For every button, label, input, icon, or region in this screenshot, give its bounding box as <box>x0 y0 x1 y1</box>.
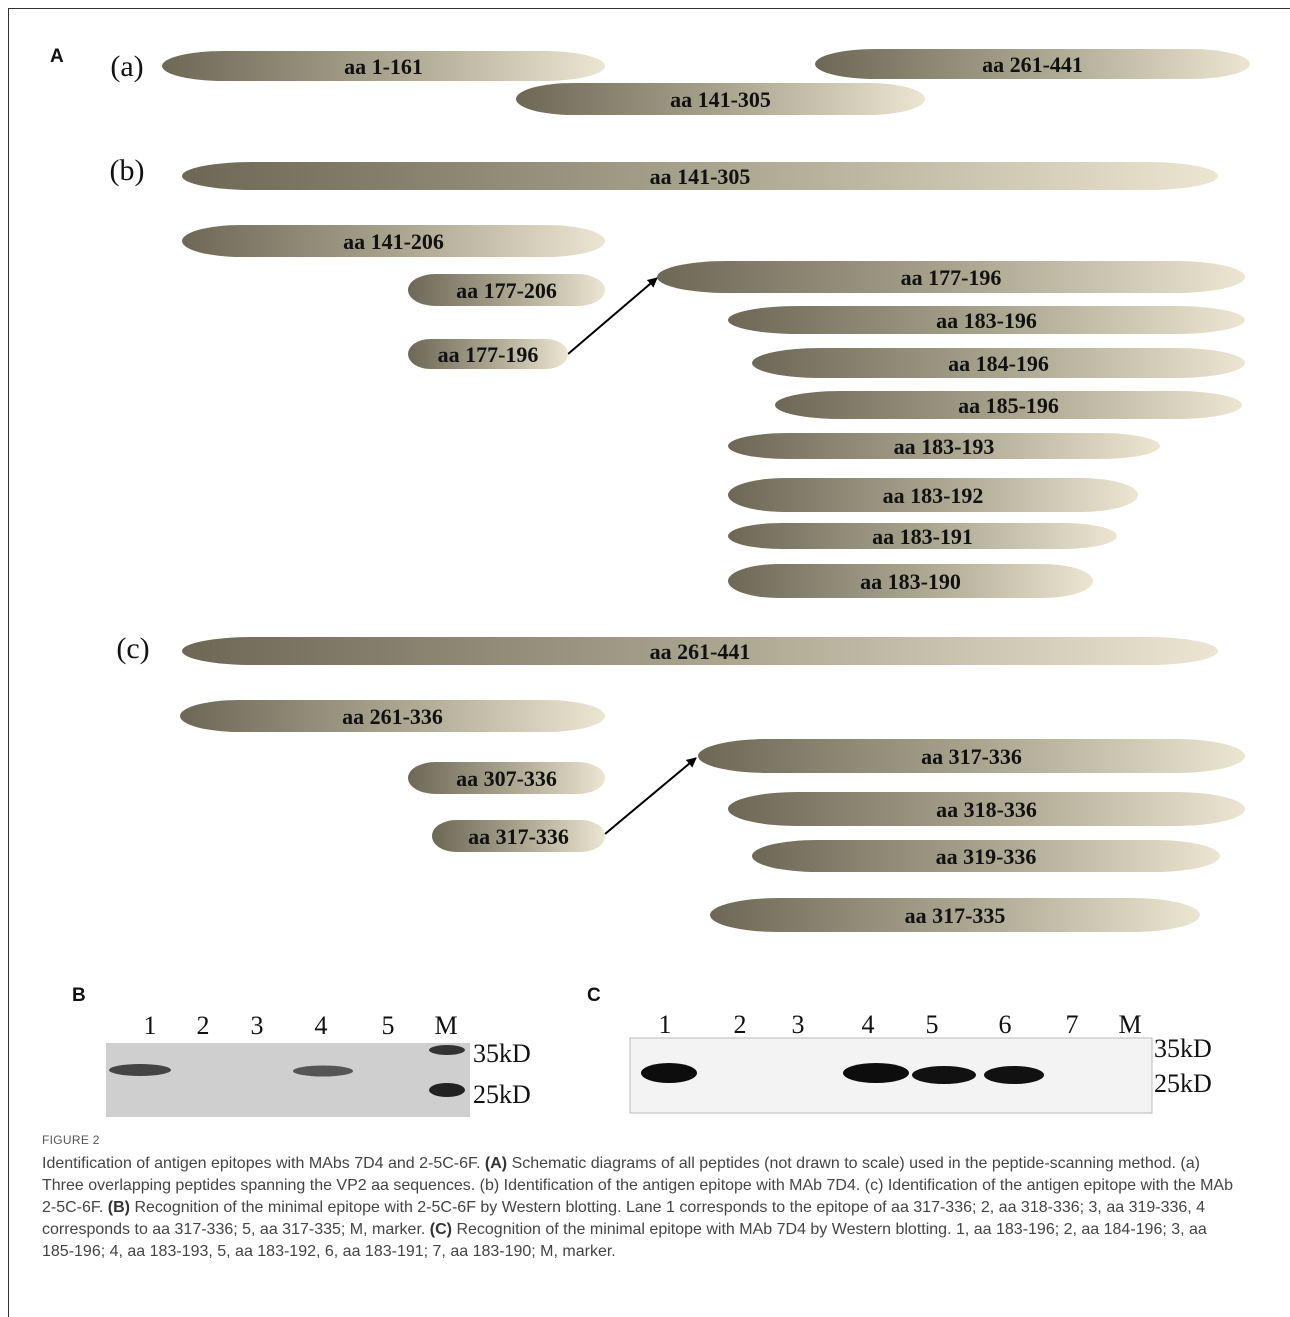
marker-label: 25kD <box>1154 1069 1212 1098</box>
band <box>109 1064 171 1076</box>
caption-segment: (B) <box>108 1199 130 1216</box>
panel-label: A <box>50 46 64 67</box>
figure-label: FIGURE 2 <box>42 1133 1242 1147</box>
lane-label: 5 <box>382 1011 395 1040</box>
caption-segment: (C) <box>430 1221 452 1238</box>
band <box>429 1045 465 1055</box>
peptide-label: aa 318-336 <box>936 797 1037 822</box>
band <box>984 1066 1044 1084</box>
lane-label: 2 <box>197 1011 210 1040</box>
lane-label: 2 <box>734 1010 747 1039</box>
lane-label: 4 <box>315 1011 328 1040</box>
peptide-label: aa 307-336 <box>456 766 557 791</box>
peptide-label: aa 261-441 <box>982 52 1083 77</box>
lane-label: 3 <box>251 1011 264 1040</box>
lane-label: 4 <box>862 1010 875 1039</box>
peptide-label: aa 177-196 <box>438 342 539 367</box>
peptide-label: aa 141-305 <box>650 164 751 189</box>
section-label: (b) <box>110 154 145 187</box>
peptide-label: aa 183-191 <box>872 524 973 549</box>
peptide-label: aa 183-190 <box>860 569 961 594</box>
peptide-label: aa 1-161 <box>344 54 423 79</box>
panel-label: B <box>72 985 86 1006</box>
band <box>641 1063 697 1083</box>
marker-label: 35kD <box>1154 1034 1212 1063</box>
lane-label: 6 <box>999 1010 1012 1039</box>
marker-label: 25kD <box>473 1080 531 1109</box>
lane-label: 3 <box>792 1010 805 1039</box>
lane-label: M <box>434 1011 457 1040</box>
caption: FIGURE 2 Identification of antigen epito… <box>42 1133 1242 1263</box>
peptide-label: aa 141-305 <box>670 87 771 112</box>
peptide-label: aa 177-206 <box>456 278 557 303</box>
page: A B C (a) aa 1-161 aa 141-305 aa 261-441 (b)… <box>0 0 1290 1317</box>
peptide-label: aa 183-193 <box>894 434 995 459</box>
band <box>843 1063 909 1083</box>
peptide-label: aa 183-196 <box>936 308 1037 333</box>
arrow <box>605 758 696 834</box>
peptide-label: aa 317-336 <box>468 824 569 849</box>
band <box>429 1083 465 1097</box>
marker-label: 35kD <box>473 1039 531 1068</box>
band <box>912 1066 976 1084</box>
lane-label: 1 <box>659 1010 672 1039</box>
peptide-label: aa 317-336 <box>921 744 1022 769</box>
lane-label: M <box>1118 1010 1141 1039</box>
caption-segment: Identification of antigen epitopes with … <box>42 1155 485 1172</box>
lane-label: 7 <box>1066 1010 1079 1039</box>
peptide-label: aa 317-335 <box>905 903 1006 928</box>
peptide-label: aa 185-196 <box>958 393 1059 418</box>
peptide-label: aa 141-206 <box>343 229 444 254</box>
peptide-label: aa 177-196 <box>901 265 1002 290</box>
caption-text: Identification of antigen epitopes with … <box>42 1153 1242 1263</box>
band <box>293 1066 353 1077</box>
panel-label: C <box>587 985 601 1006</box>
peptide-label: aa 184-196 <box>948 351 1049 376</box>
section-label: (c) <box>116 632 149 665</box>
blot <box>106 1043 470 1117</box>
peptide-label: aa 319-336 <box>936 844 1037 869</box>
lane-label: 1 <box>144 1011 157 1040</box>
figure: A B C (a) aa 1-161 aa 141-305 aa 261-441 (b)… <box>0 0 1290 1130</box>
peptide-label: aa 261-336 <box>342 704 443 729</box>
lane-label: 5 <box>926 1010 939 1039</box>
section-label: (a) <box>110 50 143 83</box>
caption-segment: (A) <box>485 1155 507 1172</box>
peptide-label: aa 183-192 <box>883 483 984 508</box>
peptide-label: aa 261-441 <box>650 639 751 664</box>
